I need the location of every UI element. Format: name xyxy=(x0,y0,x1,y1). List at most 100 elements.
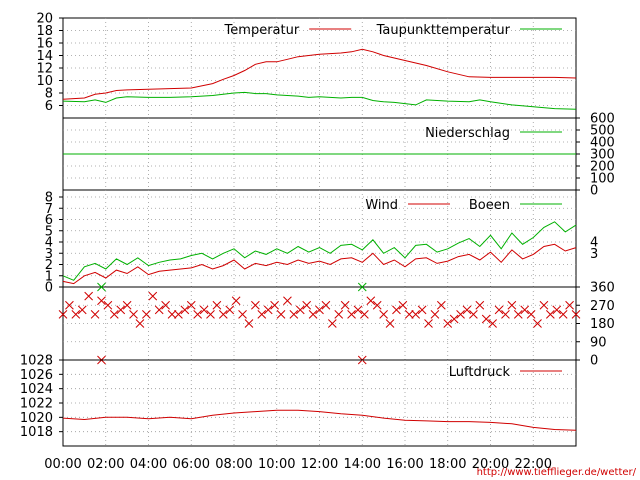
direction-point-red xyxy=(116,305,126,315)
y-tick-label-wind: 3 xyxy=(45,247,53,262)
series-line-wind-1 xyxy=(62,221,577,281)
direction-point-red xyxy=(129,310,138,319)
y-tick-label-wind: 5 xyxy=(45,224,53,239)
direction-point-red xyxy=(436,300,446,310)
y-tick-label-wind: 6 xyxy=(45,213,53,228)
y-tick-label-temperature: 16 xyxy=(36,37,53,52)
direction-point-red xyxy=(295,305,305,315)
direction-point-red xyxy=(142,310,151,319)
x-tick-label: 18:00 xyxy=(429,457,466,472)
direction-point-red xyxy=(231,296,241,306)
y-tick-label-pressure: 1022 xyxy=(20,397,53,412)
direction-point-red xyxy=(443,319,453,328)
x-tick-label: 10:00 xyxy=(258,457,295,472)
direction-point-red xyxy=(161,300,170,310)
y-tick-label-wind: 2 xyxy=(45,258,53,273)
direction-point-red xyxy=(321,300,331,310)
y-tick-label-wind_direction: 180 xyxy=(590,317,615,332)
direction-point-red xyxy=(148,291,158,301)
y-tick-label-pressure: 1024 xyxy=(20,382,53,397)
direction-point-red xyxy=(193,310,203,319)
direction-point-red xyxy=(513,310,523,319)
direction-point-red xyxy=(449,314,459,324)
direction-point-green xyxy=(357,282,367,292)
direction-point-red xyxy=(526,310,536,319)
y-tick-label-wind: 7 xyxy=(45,202,53,217)
legend-label-pressure: Luftdruck xyxy=(449,365,511,380)
direction-point-red xyxy=(481,314,491,324)
legend-label-temperature: Temperatur xyxy=(224,23,300,38)
direction-point-red xyxy=(71,310,81,319)
direction-point-red xyxy=(520,305,530,315)
x-tick-label: 00:00 xyxy=(44,457,81,472)
y-tick-label-temperature: 6 xyxy=(45,99,53,114)
direction-point-red xyxy=(334,310,344,319)
direction-point-red xyxy=(302,300,312,310)
direction-point-red xyxy=(379,310,388,319)
direction-point-red xyxy=(97,296,106,306)
direction-point-red xyxy=(122,300,132,310)
y-tick-label-precipitation: 0 xyxy=(590,184,598,199)
source-url: http://www.tiefflieger.de/wetter/ xyxy=(477,467,637,478)
direction-point-red xyxy=(539,300,549,310)
direction-point-red xyxy=(507,300,517,310)
direction-point-red xyxy=(475,300,485,310)
x-tick-label: 20:00 xyxy=(472,457,509,472)
direction-point-red xyxy=(135,319,145,328)
direction-point-red xyxy=(494,305,504,315)
legend-label-wind: Boeen xyxy=(469,198,510,213)
x-tick-label: 22:00 xyxy=(515,457,552,472)
series-line-temperature-1 xyxy=(62,91,577,110)
direction-point-red xyxy=(372,300,382,310)
direction-point-red xyxy=(238,310,247,319)
direction-point-red xyxy=(347,310,356,319)
series-line-wind-0 xyxy=(62,243,577,285)
direction-point-red xyxy=(58,310,68,319)
y-tick-label-pressure: 1026 xyxy=(20,368,53,383)
direction-point-red xyxy=(571,310,581,319)
y-tick-label-temperature: 10 xyxy=(36,74,53,89)
direction-point-red xyxy=(212,300,222,310)
direction-point-red xyxy=(77,305,87,315)
y-tick-label-wind_direction: 360 xyxy=(590,281,615,296)
direction-point-red xyxy=(501,310,510,319)
direction-point-red xyxy=(430,310,440,319)
direction-point-red xyxy=(289,310,299,319)
y-tick-label-wind: 0 xyxy=(45,281,53,296)
direction-point-red xyxy=(411,310,421,319)
direction-point-red xyxy=(206,310,215,319)
y-tick-label-precipitation: 400 xyxy=(590,136,615,151)
y-tick-label-precipitation: 600 xyxy=(590,112,615,127)
direction-point-red xyxy=(225,305,235,315)
y-tick-label-wind: 1 xyxy=(45,269,53,284)
direction-point-red xyxy=(167,310,177,319)
direction-point-red xyxy=(533,319,542,328)
direction-point-red xyxy=(283,296,292,306)
direction-point-red xyxy=(417,305,427,315)
x-tick-label: 12:00 xyxy=(301,457,338,472)
direction-point-red xyxy=(174,310,183,319)
direction-point-red xyxy=(84,291,94,301)
direction-point-red xyxy=(424,319,433,328)
y-tick-label-wind_direction: 270 xyxy=(590,299,615,314)
direction-point-red xyxy=(462,305,472,315)
direction-point-red xyxy=(366,296,376,306)
direction-point-red xyxy=(404,310,414,319)
direction-point-red xyxy=(327,319,337,328)
direction-point-red xyxy=(392,305,401,315)
y-tick-label-temperature: 20 xyxy=(36,12,53,27)
direction-point-red xyxy=(558,310,568,319)
y-tick-label-pressure: 1028 xyxy=(20,354,53,369)
y-tick-label-precipitation: 300 xyxy=(590,148,615,163)
direction-point-red xyxy=(180,305,190,315)
series-line-temperature-0 xyxy=(62,48,577,100)
direction-point-red xyxy=(199,305,209,315)
y-tick-label-temperature: 18 xyxy=(36,24,53,39)
direction-point-red xyxy=(360,310,369,319)
direction-point-red xyxy=(353,305,363,315)
y-tick-label-temperature: 12 xyxy=(36,62,53,77)
direction-point-red xyxy=(103,300,113,310)
direction-point-red xyxy=(257,310,267,319)
y-tick-label-pressure: 1020 xyxy=(20,411,53,426)
